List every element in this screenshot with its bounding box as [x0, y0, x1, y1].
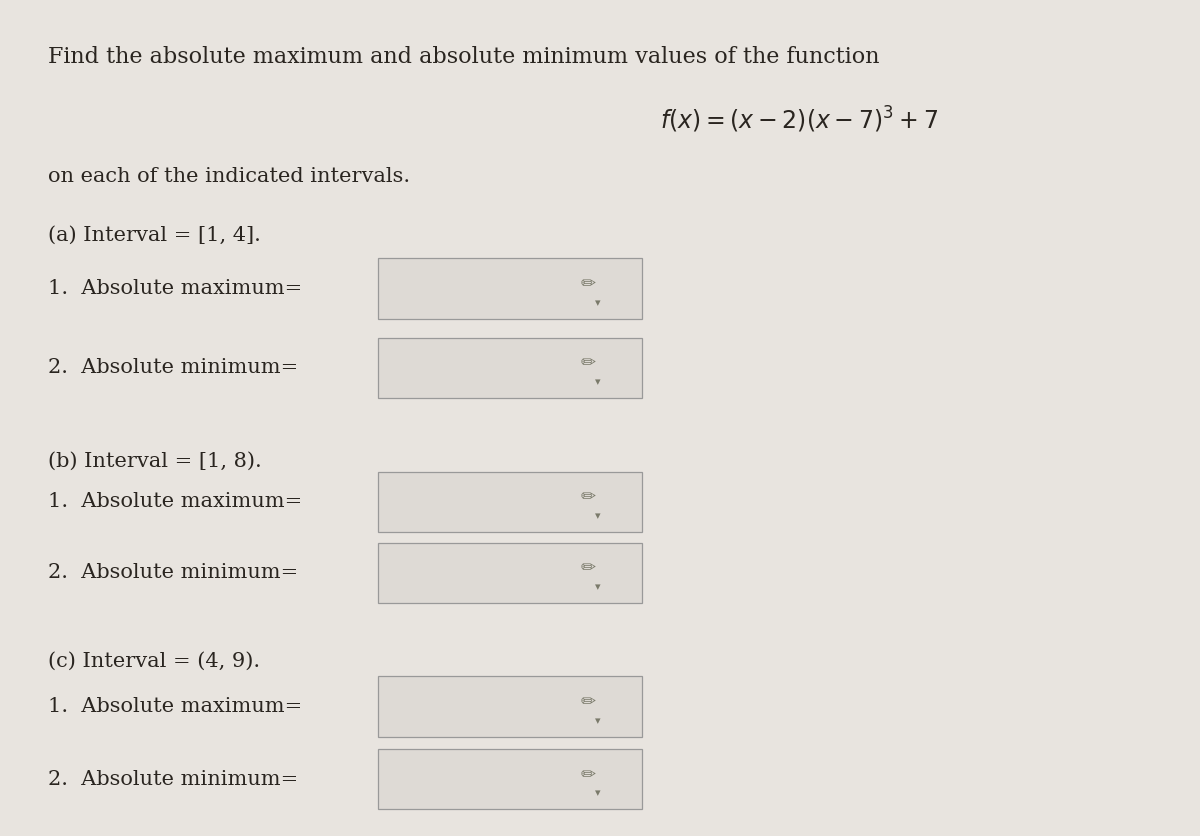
- FancyBboxPatch shape: [378, 749, 642, 809]
- FancyBboxPatch shape: [378, 258, 642, 319]
- Text: 1.  Absolute maximum=: 1. Absolute maximum=: [48, 492, 302, 511]
- Text: 1.  Absolute maximum=: 1. Absolute maximum=: [48, 697, 302, 716]
- FancyBboxPatch shape: [378, 338, 642, 398]
- Text: ▾: ▾: [595, 788, 600, 798]
- FancyBboxPatch shape: [378, 472, 642, 532]
- Text: ✏: ✏: [581, 354, 595, 373]
- Text: (b) Interval = [1, 8).: (b) Interval = [1, 8).: [48, 451, 262, 471]
- Text: ✏: ✏: [581, 693, 595, 711]
- Text: 2.  Absolute minimum=: 2. Absolute minimum=: [48, 359, 299, 377]
- FancyBboxPatch shape: [378, 676, 642, 737]
- Text: (a) Interval = [1, 4].: (a) Interval = [1, 4].: [48, 226, 260, 245]
- Text: ▾: ▾: [595, 298, 600, 308]
- Text: 1.  Absolute maximum=: 1. Absolute maximum=: [48, 279, 302, 298]
- Text: (c) Interval = (4, 9).: (c) Interval = (4, 9).: [48, 652, 260, 671]
- Text: ✏: ✏: [581, 488, 595, 507]
- Text: Find the absolute maximum and absolute minimum values of the function: Find the absolute maximum and absolute m…: [48, 46, 880, 68]
- Text: ✏: ✏: [581, 766, 595, 784]
- Text: ✏: ✏: [581, 275, 595, 293]
- Text: ▾: ▾: [595, 716, 600, 726]
- FancyBboxPatch shape: [378, 543, 642, 603]
- Text: 2.  Absolute minimum=: 2. Absolute minimum=: [48, 770, 299, 788]
- Text: $f(x) = (x - 2)(x - 7)^3 + 7$: $f(x) = (x - 2)(x - 7)^3 + 7$: [660, 104, 938, 135]
- Text: ▾: ▾: [595, 377, 600, 387]
- Text: ▾: ▾: [595, 582, 600, 592]
- Text: ✏: ✏: [581, 559, 595, 578]
- Text: ▾: ▾: [595, 511, 600, 521]
- Text: on each of the indicated intervals.: on each of the indicated intervals.: [48, 167, 410, 186]
- Text: 2.  Absolute minimum=: 2. Absolute minimum=: [48, 563, 299, 582]
